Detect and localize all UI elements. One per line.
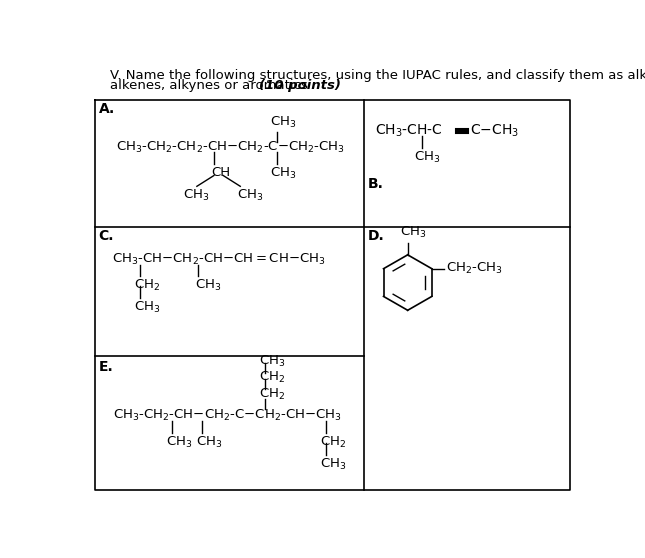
Text: CH$_3$-CH$_2$-CH$-$CH$_2$-C$-$CH$_2$-CH$-$CH$_3$: CH$_3$-CH$_2$-CH$-$CH$_2$-C$-$CH$_2$-CH$… [113, 408, 342, 424]
Text: CH$_2$: CH$_2$ [320, 435, 346, 450]
Text: CH$_3$: CH$_3$ [259, 354, 285, 369]
Text: CH$_2$-CH$_3$: CH$_2$-CH$_3$ [446, 261, 502, 276]
Text: CH$_3$: CH$_3$ [196, 435, 223, 450]
Text: C$-$CH$_3$: C$-$CH$_3$ [470, 123, 519, 139]
Text: CH$_3$: CH$_3$ [166, 435, 192, 450]
Text: CH$_3$: CH$_3$ [270, 115, 296, 130]
Text: CH$_3$-CH$-$CH$_2$-CH$-$CH$=$CH$-$CH$_3$: CH$_3$-CH$-$CH$_2$-CH$-$CH$=$CH$-$CH$_3$ [112, 252, 325, 267]
Text: CH$_3$-CH-C: CH$_3$-CH-C [375, 123, 443, 139]
Text: C.: C. [99, 229, 114, 243]
Text: CH$_2$: CH$_2$ [259, 387, 285, 402]
Text: CH$_3$: CH$_3$ [270, 166, 296, 181]
Text: CH$_3$-CH$_2$-CH$_2$-CH$-$CH$_2$-C$-$CH$_2$-CH$_3$: CH$_3$-CH$_2$-CH$_2$-CH$-$CH$_2$-C$-$CH$… [116, 140, 345, 155]
Text: alkenes, alkynes or aromatics: alkenes, alkynes or aromatics [110, 79, 312, 92]
Text: CH$_2$: CH$_2$ [134, 278, 161, 293]
Text: D.: D. [368, 229, 384, 243]
Text: V. Name the following structures, using the IUPAC rules, and classify them as al: V. Name the following structures, using … [110, 69, 645, 81]
Text: CH$_2$: CH$_2$ [259, 370, 285, 385]
Text: B.: B. [368, 177, 383, 191]
Text: CH$_3$: CH$_3$ [400, 225, 426, 240]
Text: A.: A. [99, 102, 115, 117]
Text: CH$_3$: CH$_3$ [237, 188, 264, 203]
Text: CH$_3$: CH$_3$ [320, 458, 346, 473]
Text: E.: E. [99, 359, 114, 373]
Text: CH: CH [211, 166, 230, 179]
Text: CH$_3$: CH$_3$ [414, 150, 441, 165]
Text: CH$_3$: CH$_3$ [134, 300, 161, 315]
Text: CH$_3$: CH$_3$ [183, 188, 210, 203]
Text: (10 points): (10 points) [259, 79, 341, 92]
Text: CH$_3$: CH$_3$ [195, 278, 222, 293]
